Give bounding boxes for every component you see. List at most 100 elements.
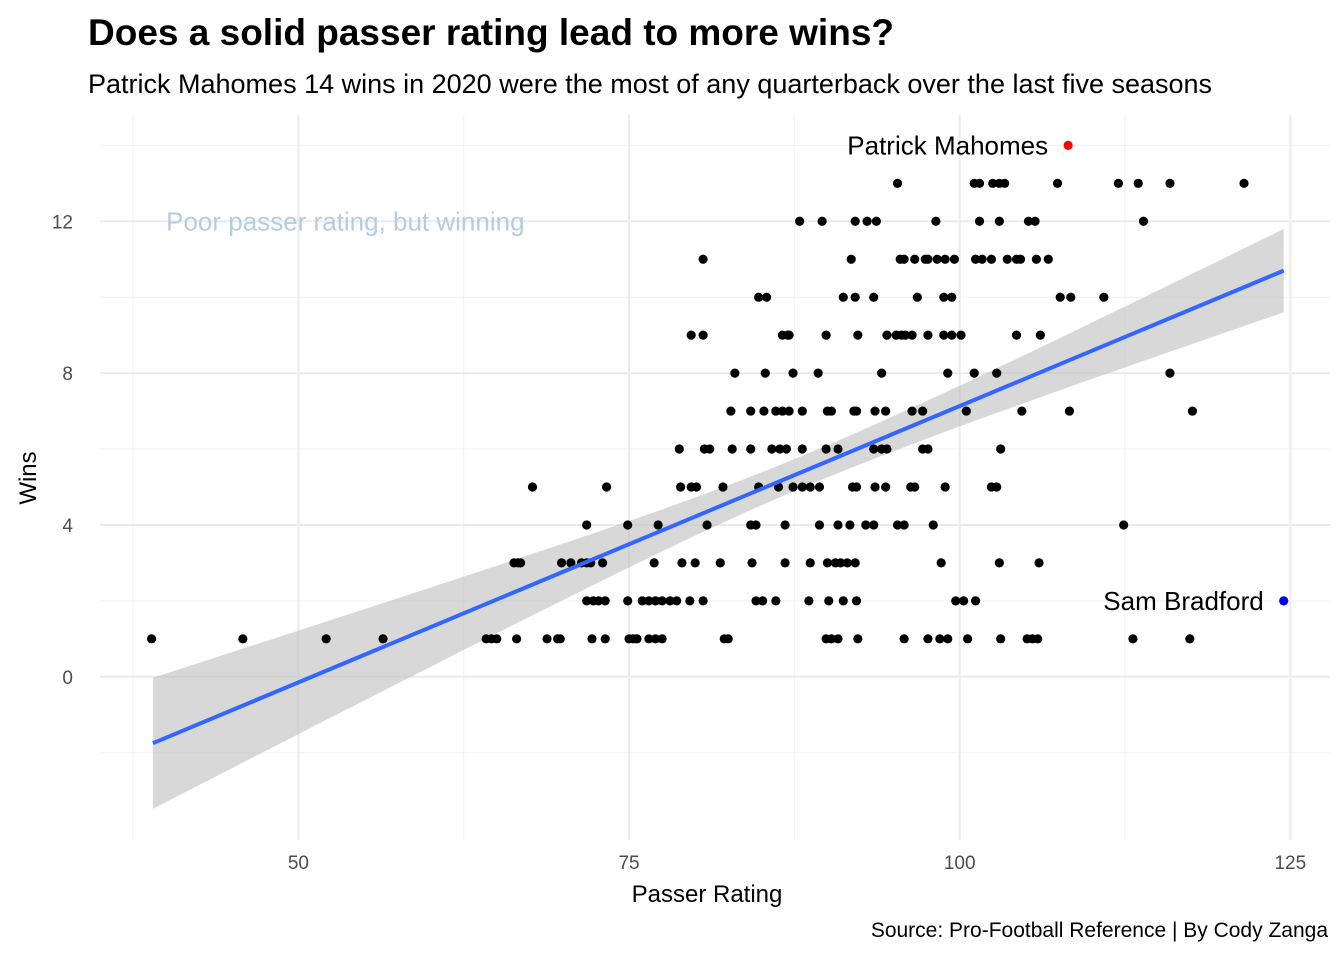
data-point (907, 406, 917, 416)
data-point (582, 596, 592, 606)
data-point (877, 368, 887, 378)
data-point (1055, 292, 1065, 302)
data-point (861, 520, 871, 530)
data-point (882, 330, 892, 340)
axis-ticks: 50 75 100 125 0 4 8 12 (52, 212, 1306, 874)
data-point (788, 482, 798, 492)
data-point (869, 444, 879, 454)
data-point (542, 634, 552, 644)
data-point (775, 444, 785, 454)
data-point (838, 596, 848, 606)
data-point (797, 444, 807, 454)
data-point (961, 406, 971, 416)
data-point (771, 596, 781, 606)
data-point (657, 596, 667, 606)
data-point (632, 634, 642, 644)
y-tick-label: 4 (62, 516, 73, 537)
data-point (939, 330, 949, 340)
data-point (870, 482, 880, 492)
data-point (994, 216, 1004, 226)
data-point (869, 292, 879, 302)
data-point (992, 482, 1002, 492)
data-point (746, 444, 756, 454)
data-point (623, 596, 633, 606)
data-point (970, 254, 981, 264)
data-point (650, 634, 661, 644)
data-point (600, 634, 610, 644)
data-point (650, 596, 661, 606)
data-point (1000, 178, 1010, 188)
data-point (923, 634, 933, 644)
data-point (1187, 406, 1198, 416)
data-point (597, 558, 608, 568)
data-point (600, 596, 610, 606)
data-point (943, 634, 953, 644)
data-point (746, 406, 756, 416)
data-point (653, 520, 663, 530)
data-point (780, 558, 790, 568)
data-point (723, 634, 733, 644)
data-point (698, 330, 708, 340)
data-point (1017, 406, 1027, 416)
data-point (923, 444, 933, 454)
data-point (923, 254, 933, 264)
data-point (665, 596, 675, 606)
data-point (996, 444, 1006, 454)
source-caption: Source: Pro-Football Reference | By Cody… (870, 919, 1328, 942)
data-point (949, 254, 959, 264)
data-point (378, 634, 388, 644)
data-point (851, 406, 862, 416)
data-point (881, 482, 891, 492)
data-point (1023, 216, 1034, 226)
data-point (676, 482, 686, 492)
confidence-band (152, 228, 1284, 809)
data-point (726, 406, 736, 416)
confidence-band-area (152, 228, 1284, 809)
data-point (784, 330, 794, 340)
data-point (951, 596, 961, 606)
data-point (637, 596, 647, 606)
data-point (759, 406, 769, 416)
data-point (1035, 330, 1045, 340)
data-point (1034, 558, 1044, 568)
data-point (804, 596, 814, 606)
data-point (900, 330, 911, 340)
data-point (817, 216, 827, 226)
regression-line (152, 268, 1285, 746)
data-point (698, 596, 708, 606)
data-point (705, 444, 715, 454)
data-point (784, 406, 794, 416)
data-point (910, 482, 920, 492)
data-point (677, 558, 687, 568)
data-point (977, 254, 987, 264)
data-point (555, 634, 565, 644)
grid-lines (100, 115, 1330, 840)
data-point (1133, 178, 1143, 188)
data-point (986, 254, 997, 264)
data-point (1011, 330, 1022, 340)
data-point (918, 406, 928, 416)
data-point (931, 216, 941, 226)
data-point (1119, 520, 1129, 530)
data-point (988, 178, 998, 188)
data-point (940, 254, 950, 264)
data-point (657, 634, 667, 644)
data-point (1030, 216, 1040, 226)
data-point (1015, 254, 1026, 264)
data-point (685, 596, 695, 606)
data-point (515, 558, 526, 568)
highlight-label: Sam Bradford (1103, 586, 1263, 616)
data-point (936, 558, 946, 568)
data-point (939, 292, 949, 302)
data-point (959, 596, 969, 606)
data-point (850, 292, 860, 302)
data-point (730, 368, 740, 378)
data-point (899, 520, 909, 530)
data-point (321, 634, 331, 644)
data-point (1128, 634, 1138, 644)
data-point (718, 482, 728, 492)
data-point (826, 634, 836, 644)
data-point (582, 520, 592, 530)
data-point (788, 368, 798, 378)
